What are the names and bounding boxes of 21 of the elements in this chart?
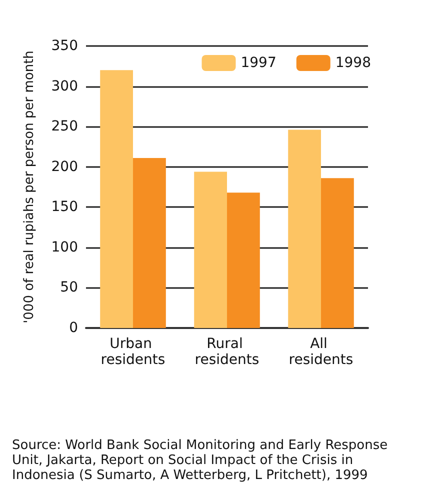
legend-label: 1998 (335, 55, 372, 71)
bar (288, 130, 321, 328)
y-tick-label: 250 (51, 118, 78, 135)
x-tick-label: All residents (288, 336, 354, 368)
y-axis-title: '000 of real rupiahs per person per month (22, 50, 37, 324)
source-note: Source: World Bank Social Monitoring and Early Response Unit, Jakarta, Report on Social Impact of the Crisis in Indonesia (S Sumarto, A Wetterberg, L Pritchett), 1999 (11, 438, 389, 483)
y-tick-label: 0 (69, 320, 78, 336)
y-tick-label: 350 (51, 38, 78, 54)
bar (100, 70, 133, 328)
bar (321, 178, 354, 328)
y-tick-label: 150 (51, 199, 78, 216)
x-tick-label: Urban residents (100, 336, 166, 368)
y-tick-label: 50 (60, 280, 78, 296)
y-tick-label: 100 (51, 239, 78, 256)
bar (227, 192, 260, 328)
x-tick-label: Rural residents (194, 336, 260, 368)
legend-label: 1997 (240, 55, 276, 71)
bar (133, 158, 166, 328)
y-tick-label: 300 (51, 78, 78, 94)
y-tick-label: 200 (51, 158, 78, 175)
bar (194, 172, 227, 328)
